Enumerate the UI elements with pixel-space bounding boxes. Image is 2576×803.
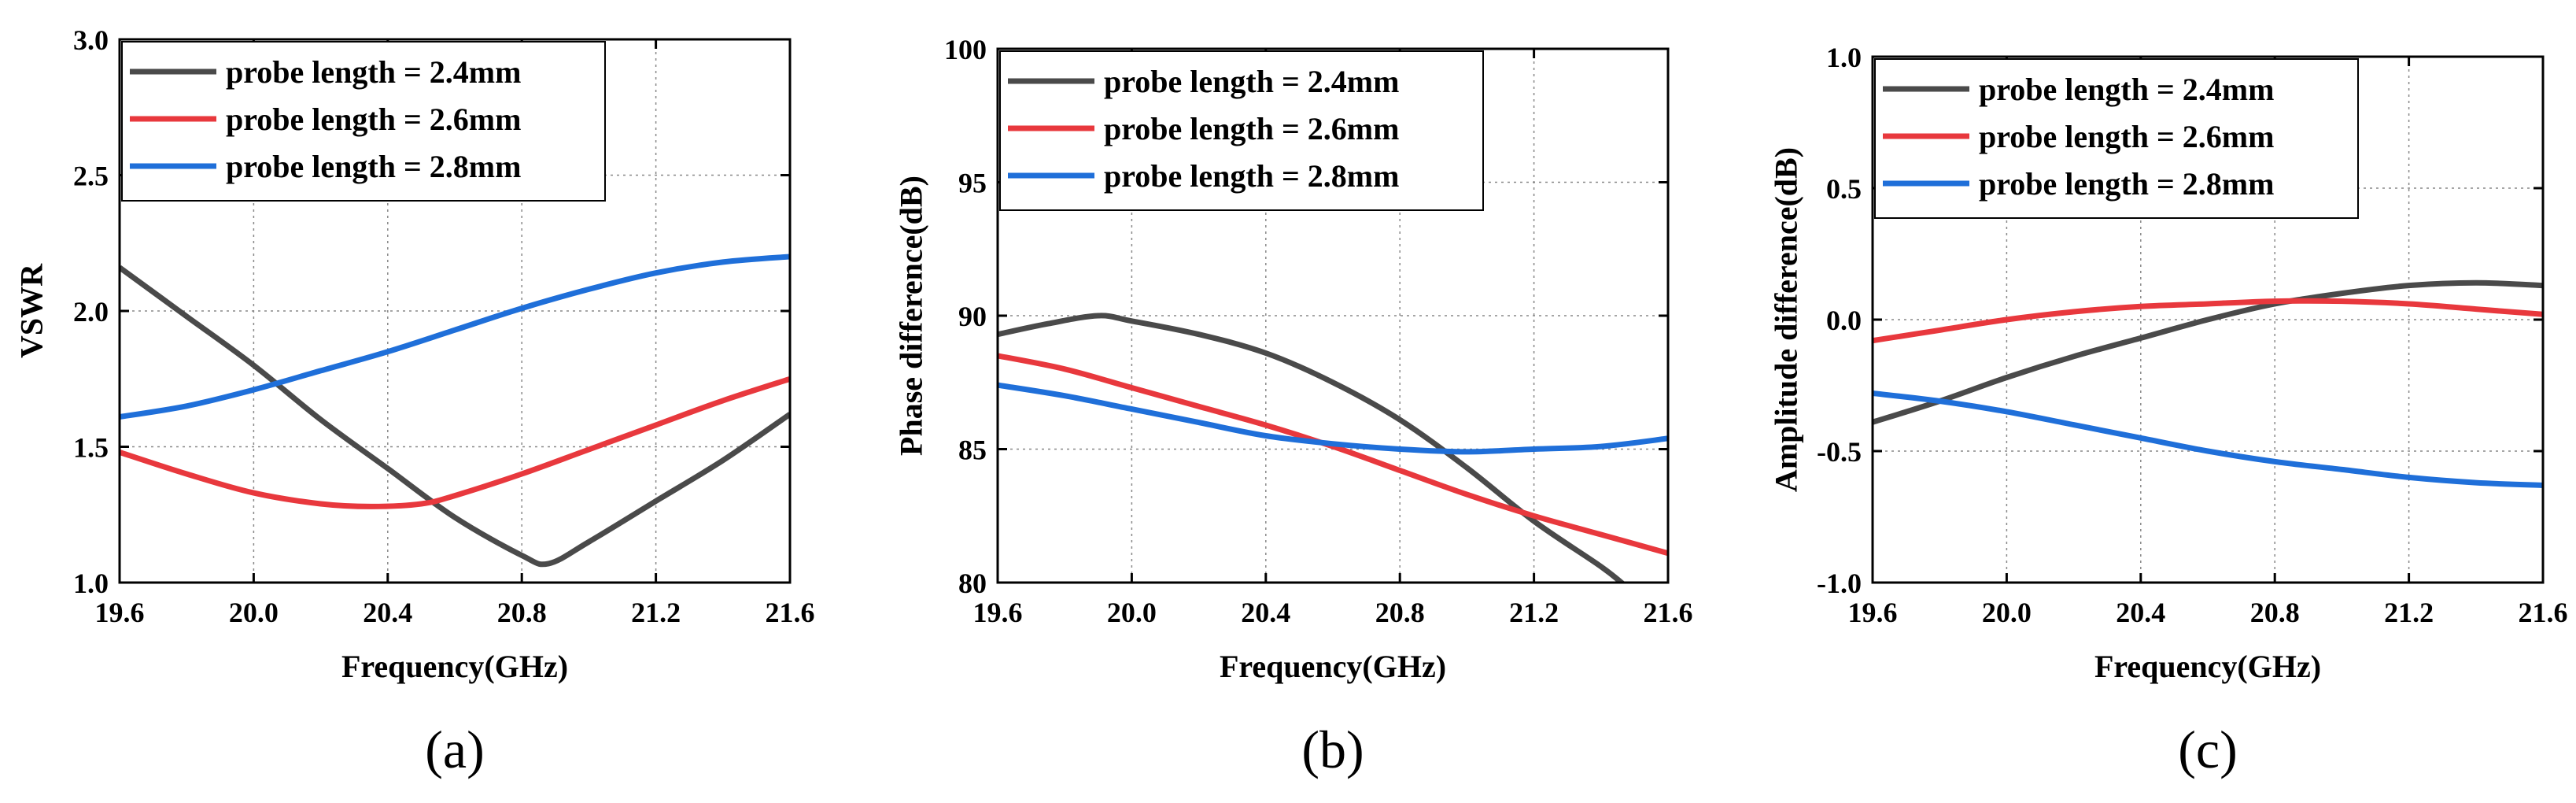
x-tick-label: 20.8 bbox=[2250, 597, 2300, 628]
y-axis-title: Amplitude difference(dB) bbox=[1769, 147, 1804, 492]
series-line-2 bbox=[1873, 298, 2543, 344]
legend-label-2: probe length = 2.6mm bbox=[226, 102, 521, 137]
y-tick-label: 2.0 bbox=[73, 296, 109, 327]
x-tick-label: 20.0 bbox=[1107, 597, 1157, 628]
x-tick-label: 21.2 bbox=[2384, 597, 2434, 628]
x-tick-label: 20.4 bbox=[363, 597, 412, 628]
x-axis-title: Frequency(GHz) bbox=[1220, 649, 1446, 684]
series-line-2 bbox=[120, 376, 790, 509]
series-line-3 bbox=[1873, 390, 2543, 488]
y-tick-label: 3.0 bbox=[73, 24, 109, 56]
y-tick-label: 80 bbox=[958, 568, 987, 599]
panel-label: (a) bbox=[425, 720, 484, 779]
legend-label-3: probe length = 2.8mm bbox=[226, 149, 521, 184]
legend-label-3: probe length = 2.8mm bbox=[1979, 166, 2274, 202]
y-axis-title: Phase difference(dB) bbox=[894, 176, 929, 456]
series-line-1 bbox=[120, 265, 790, 568]
y-tick-label: 0.5 bbox=[1826, 173, 1862, 205]
x-tick-label: 19.6 bbox=[1848, 597, 1898, 628]
x-tick-label: 21.2 bbox=[631, 597, 681, 628]
legend-label-3: probe length = 2.8mm bbox=[1104, 158, 1399, 194]
panel-label: (b) bbox=[1301, 720, 1364, 779]
y-tick-label: -0.5 bbox=[1817, 436, 1862, 468]
x-tick-label: 21.6 bbox=[2519, 597, 2568, 628]
x-tick-label: 20.4 bbox=[2116, 597, 2165, 628]
x-tick-label: 21.2 bbox=[1509, 597, 1559, 628]
x-tick-label: 20.0 bbox=[229, 597, 279, 628]
legend-label-2: probe length = 2.6mm bbox=[1104, 111, 1399, 146]
chart-panel-3: 19.6 20.0 20.4 20.8 21.2 21.6 -1.0 -0.5 0.0 0.5 1.… bbox=[1769, 42, 2568, 779]
legend-label-2: probe length = 2.6mm bbox=[1979, 119, 2274, 154]
series-line-3 bbox=[998, 382, 1668, 455]
legend-label-1: probe length = 2.4mm bbox=[226, 54, 521, 90]
x-axis-title: Frequency(GHz) bbox=[341, 649, 568, 684]
legend: probe length = 2.4mm probe length = 2.6mm… bbox=[121, 41, 606, 202]
x-tick-label: 21.6 bbox=[766, 597, 815, 628]
series-line-3 bbox=[120, 253, 790, 420]
legend-label-1: probe length = 2.4mm bbox=[1104, 64, 1399, 99]
legend: probe length = 2.4mm probe length = 2.6mm… bbox=[999, 50, 1484, 211]
x-tick-label: 19.6 bbox=[95, 597, 145, 628]
y-tick-label: -1.0 bbox=[1817, 568, 1862, 599]
y-tick-label: 1.5 bbox=[73, 432, 109, 464]
y-tick-label: 90 bbox=[958, 301, 987, 332]
panel-label: (c) bbox=[2178, 720, 2237, 779]
series-line-1 bbox=[1873, 279, 2543, 425]
x-tick-label: 21.6 bbox=[1644, 597, 1693, 628]
x-tick-label: 20.8 bbox=[1375, 597, 1425, 628]
x-tick-label: 20.8 bbox=[497, 597, 547, 628]
y-tick-label: 95 bbox=[958, 168, 987, 199]
series-line-1 bbox=[998, 313, 1626, 583]
y-tick-label: 1.0 bbox=[1826, 42, 1862, 73]
y-tick-label: 0.0 bbox=[1826, 305, 1862, 336]
chart-panel-2: 19.6 20.0 20.4 20.8 21.2 21.6 80 85 90 95 100 Frequ… bbox=[894, 34, 1693, 779]
y-tick-label: 100 bbox=[944, 34, 987, 65]
legend: probe length = 2.4mm probe length = 2.6mm… bbox=[1874, 58, 2359, 219]
y-tick-label: 1.0 bbox=[73, 568, 109, 599]
x-tick-label: 20.4 bbox=[1241, 597, 1290, 628]
legend-label-1: probe length = 2.4mm bbox=[1979, 72, 2274, 107]
x-tick-label: 20.0 bbox=[1982, 597, 2032, 628]
y-tick-label: 2.5 bbox=[73, 161, 109, 192]
x-axis-title: Frequency(GHz) bbox=[2094, 649, 2321, 684]
y-tick-label: 85 bbox=[958, 435, 987, 466]
x-tick-label: 19.6 bbox=[973, 597, 1023, 628]
y-axis-title: VSWR bbox=[14, 263, 50, 358]
chart-panel-1: 19.6 20.0 20.4 20.8 21.2 21.6 1.0 1.5 2.0 2.5 3.0 F… bbox=[14, 24, 815, 779]
